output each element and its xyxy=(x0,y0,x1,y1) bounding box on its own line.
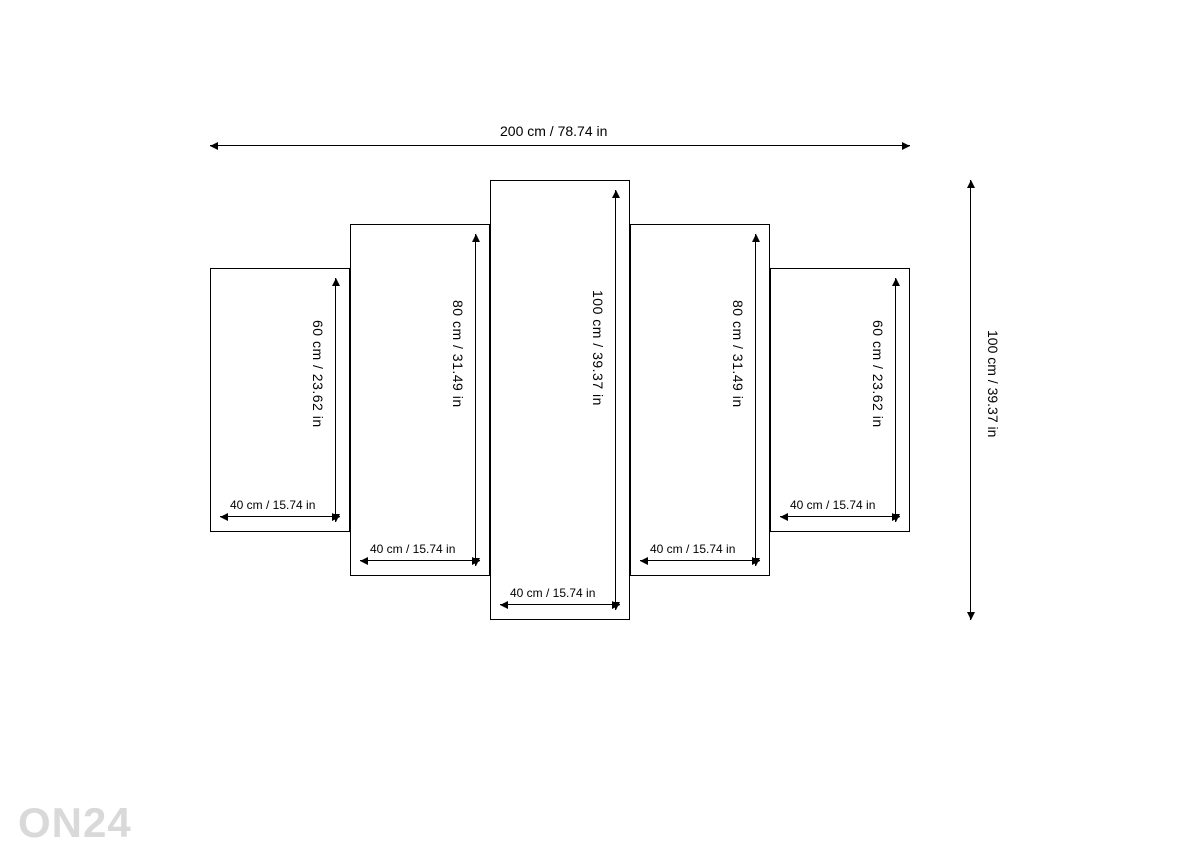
panel-4 xyxy=(630,224,770,576)
panel-3-height-line xyxy=(615,190,616,610)
panel-4-height-label: 80 cm / 31.49 in xyxy=(730,300,746,408)
panel-5 xyxy=(770,268,910,532)
panel-3-width-label: 40 cm / 15.74 in xyxy=(510,586,595,600)
panel-2-width-line xyxy=(360,560,480,561)
panel-3-height-label: 100 cm / 39.37 in xyxy=(590,290,606,406)
overall-height-line xyxy=(970,180,971,620)
panel-1-width-label: 40 cm / 15.74 in xyxy=(230,498,315,512)
panel-4-height-line xyxy=(755,234,756,566)
panel-5-height-line xyxy=(895,278,896,522)
panel-2-width-label: 40 cm / 15.74 in xyxy=(370,542,455,556)
panel-1-height-label: 60 cm / 23.62 in xyxy=(310,320,326,428)
overall-width-line xyxy=(210,145,910,146)
overall-width-label: 200 cm / 78.74 in xyxy=(500,123,607,139)
panel-5-height-label: 60 cm / 23.62 in xyxy=(870,320,886,428)
panel-1-height-line xyxy=(335,278,336,522)
panel-1 xyxy=(210,268,350,532)
diagram-stage: 200 cm / 78.74 in 100 cm / 39.37 in 60 c… xyxy=(0,0,1200,859)
panel-3 xyxy=(490,180,630,620)
panel-2 xyxy=(350,224,490,576)
panel-2-height-label: 80 cm / 31.49 in xyxy=(450,300,466,408)
watermark: ON24 xyxy=(18,799,132,847)
panel-4-width-line xyxy=(640,560,760,561)
panel-1-width-line xyxy=(220,516,340,517)
panel-5-width-label: 40 cm / 15.74 in xyxy=(790,498,875,512)
panel-5-width-line xyxy=(780,516,900,517)
panel-2-height-line xyxy=(475,234,476,566)
panel-3-width-line xyxy=(500,604,620,605)
panel-4-width-label: 40 cm / 15.74 in xyxy=(650,542,735,556)
overall-height-label: 100 cm / 39.37 in xyxy=(985,330,1001,437)
